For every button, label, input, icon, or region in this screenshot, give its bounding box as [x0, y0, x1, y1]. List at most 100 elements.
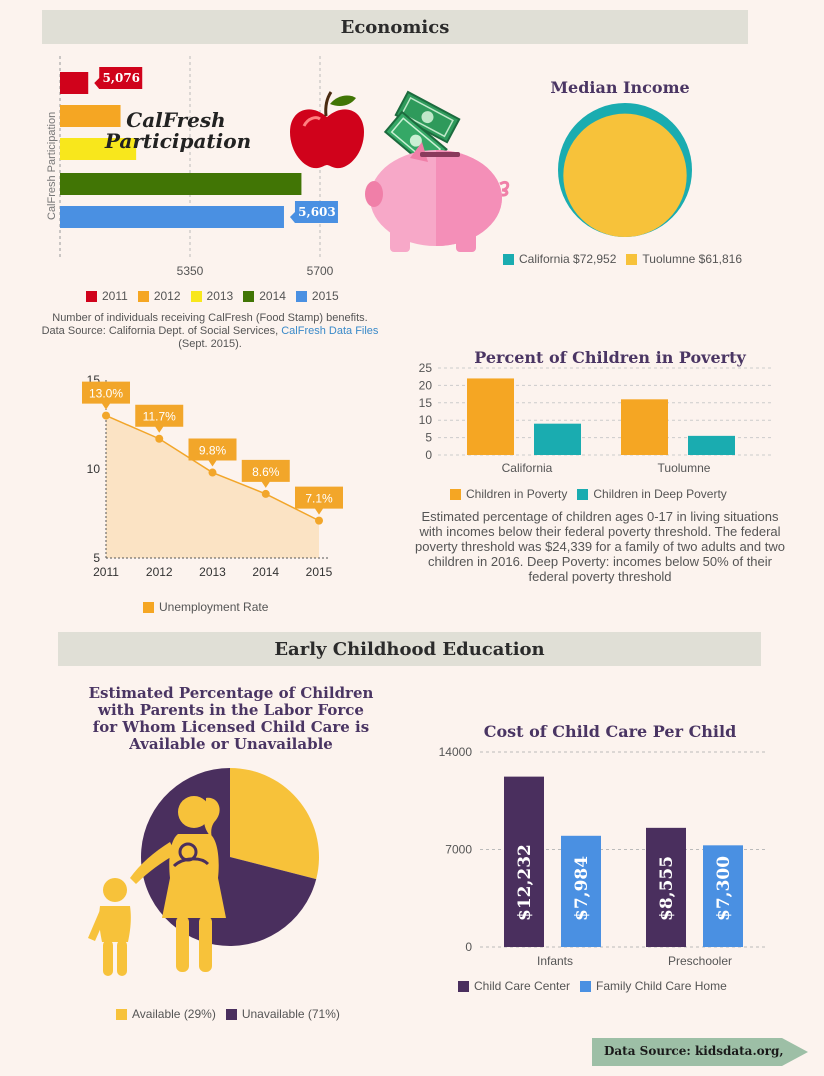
unemployment-data-label: 7.1%: [305, 492, 333, 506]
ece-heading: Early Childhood Education: [274, 638, 545, 660]
calfresh-tick-label: 5350: [177, 264, 204, 278]
calfresh-bar: [60, 105, 121, 127]
cost-legend-item: Family Child Care Home: [580, 979, 727, 993]
unemployment-swatch: [143, 601, 154, 613]
unemployment-legend: Unemployment Rate: [143, 600, 268, 614]
data-source-badge: Data Source: kidsdata.org,: [592, 1038, 808, 1066]
calfresh-swatch: [190, 290, 202, 302]
unemployment-x-tick: 2015: [306, 565, 333, 579]
childcare-legend: Available (29%) Unavailable (71%): [116, 1007, 340, 1021]
unemployment-y-tick: 5: [93, 551, 100, 565]
unemployment-data-label: 13.0%: [89, 387, 123, 401]
unemployment-point: [261, 489, 270, 498]
poverty-bar: [621, 399, 668, 455]
calfresh-callout: [289, 201, 338, 223]
cost-data-label: $7,300: [714, 856, 734, 921]
piggy-bank-illustration: [365, 90, 510, 252]
median-income-swatch: [503, 253, 514, 265]
unemployment-callout: [135, 404, 184, 433]
unemployment-data-label: 8.6%: [252, 465, 280, 479]
childcare-swatch: [116, 1008, 127, 1020]
apple-icon: [290, 91, 364, 169]
median-income-legend-item: California $72,952: [503, 252, 616, 266]
cost-chart: 0 7000 14000 $12,232 $7,984 Infants $8,555 $7,…: [439, 745, 765, 968]
calfresh-swatch: [295, 290, 307, 302]
median-income-legend-label: Tuolumne $61,816: [642, 252, 743, 266]
poverty-chart: 0 5 10 15 20 25 California Tuolumne: [419, 361, 774, 475]
poverty-bar: [688, 435, 735, 455]
calfresh-data-link[interactable]: CalFresh Data Files: [281, 325, 379, 337]
poverty-title: Percent of Children in Poverty: [474, 348, 746, 367]
childcare-swatch: [225, 1008, 237, 1020]
calfresh-title-line1: CalFresh: [126, 108, 225, 132]
calfresh-swatch: [86, 290, 97, 302]
poverty-swatch: [577, 488, 589, 500]
poverty-y-tick: 20: [419, 378, 433, 392]
calfresh-tick-label: 5700: [307, 264, 334, 278]
data-source-text: Data Source: kidsdata.org,: [604, 1044, 784, 1058]
calfresh-legend-label: 2012: [153, 289, 181, 303]
piggy-icon: [365, 142, 510, 252]
cost-y-tick: 7000: [445, 843, 472, 857]
childcare-legend-item: Unavailable (71%): [225, 1007, 340, 1021]
calfresh-note-tail: (Sept. 2015).: [178, 338, 242, 350]
childcare-legend-label: Available (29%): [132, 1007, 216, 1021]
median-income-title: Median Income: [550, 78, 690, 97]
median-income-chart: [558, 103, 692, 237]
calfresh-bar: [60, 206, 284, 228]
calfresh-legend-label: 2013: [206, 289, 234, 303]
unemployment-area: [106, 415, 319, 558]
cost-y-tick: 0: [465, 940, 472, 954]
calfresh-data-label: 5,076: [102, 71, 140, 85]
cost-swatch: [458, 980, 469, 992]
poverty-legend-item: Children in Deep Poverty: [577, 487, 727, 501]
calfresh-bar: [60, 173, 302, 195]
unemployment-callout: [82, 381, 130, 410]
calfresh-bar: [60, 72, 89, 94]
median-income-legend: California $72,952 Tuolumne $61,816: [503, 252, 742, 266]
unemployment-x-tick: 2012: [146, 565, 173, 579]
calfresh-chart: 5350 5700 5,076 5,603 CalFresh Participati…: [46, 56, 364, 278]
calfresh-note: Number of individuals receiving CalFresh…: [40, 312, 380, 351]
median-income-tuolumne: [563, 113, 687, 237]
poverty-bar: [467, 378, 514, 455]
poverty-legend: Children in Poverty Children in Deep Pove…: [450, 487, 727, 501]
calfresh-legend-label: 2015: [311, 289, 339, 303]
childcare-title: Estimated Percentage of Children with Pa…: [88, 684, 374, 753]
calfresh-note-text: Number of individuals receiving CalFresh…: [41, 312, 368, 337]
poverty-swatch: [450, 488, 461, 500]
poverty-y-tick: 0: [425, 448, 432, 462]
unemployment-data-label: 11.7%: [143, 410, 176, 424]
ece-banner: Early Childhood Education: [58, 632, 761, 666]
calfresh-legend-item: 2014: [243, 289, 286, 303]
cost-data-label: $8,555: [657, 856, 677, 921]
unemployment-x-tick: 2014: [252, 565, 279, 579]
poverty-category-label: Tuolumne: [658, 461, 711, 475]
poverty-description: Estimated percentage of children ages 0-…: [415, 509, 785, 584]
cost-bar: [561, 835, 601, 947]
cost-bar: [646, 827, 686, 947]
cost-swatch: [580, 980, 592, 992]
unemployment-point: [315, 516, 323, 525]
cost-bar: [504, 776, 544, 947]
poverty-legend-item: Children in Poverty: [450, 487, 567, 501]
unemployment-point: [155, 434, 164, 443]
poverty-y-tick: 5: [425, 431, 432, 445]
economics-banner: Economics: [42, 10, 748, 44]
calfresh-legend-item: 2012: [137, 289, 181, 303]
unemployment-x-tick: 2013: [199, 565, 226, 579]
calfresh-y-label: CalFresh Participation: [46, 112, 58, 220]
cost-data-label: $12,232: [515, 844, 535, 921]
poverty-y-tick: 10: [419, 413, 433, 427]
poverty-bar: [534, 423, 581, 455]
calfresh-bar: [60, 138, 137, 160]
calfresh-legend-label: 2011: [102, 289, 128, 303]
cost-title: Cost of Child Care Per Child: [483, 722, 737, 741]
median-income-swatch: [626, 253, 638, 265]
poverty-category-label: California: [502, 461, 553, 475]
cost-legend-label: Family Child Care Home: [596, 979, 727, 993]
cost-legend: Child Care Center Family Child Care Home: [458, 979, 727, 993]
childcare-chart: [88, 768, 319, 976]
cost-category-label: Preschooler: [668, 954, 732, 968]
calfresh-legend-item: 2011: [86, 289, 128, 303]
